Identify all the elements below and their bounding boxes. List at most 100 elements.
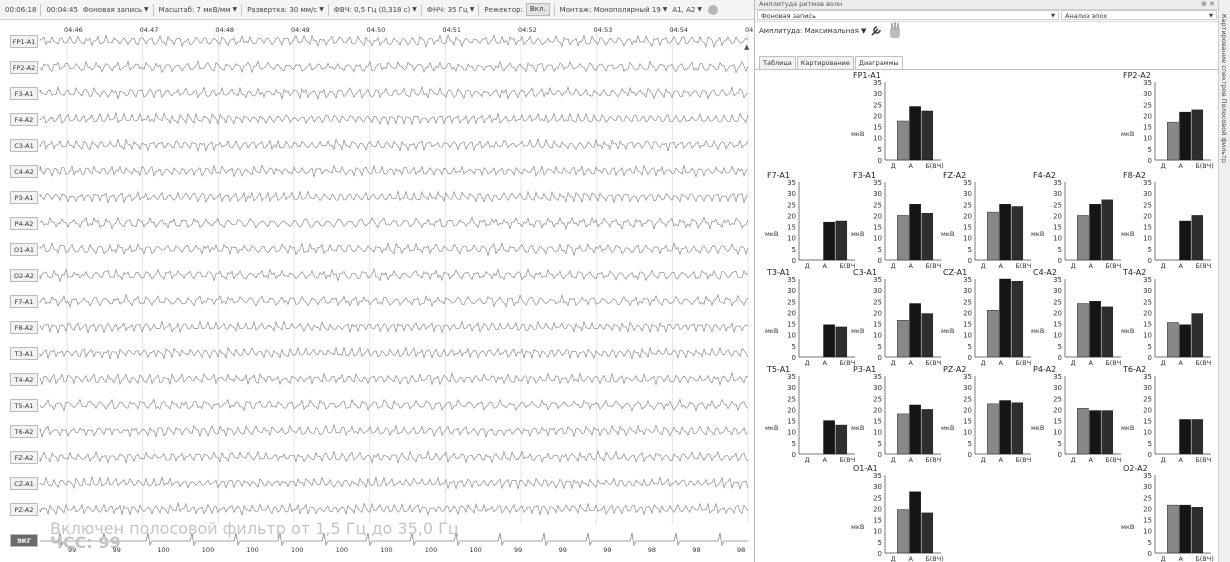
channel-label[interactable]: P3-A1 xyxy=(10,191,38,204)
channel-label[interactable]: T6-A2 xyxy=(10,425,38,438)
channel-label[interactable]: T5-A1 xyxy=(10,399,38,412)
channel-label[interactable]: CZ-A1 xyxy=(10,477,38,490)
amplitude-bar xyxy=(897,120,909,161)
eeg-view[interactable]: FP1-A1 FP2-A2 F3-A1 F4-A2 C3-A1 C4-A2 P3-A1 P4-… xyxy=(0,19,764,562)
analysis-select[interactable]: Анализ эпох ▼ xyxy=(1061,10,1217,20)
y-tick-label: 10 xyxy=(787,429,796,437)
side-panel-strip[interactable]: Картирование спектров Полосовой фильтр xyxy=(1218,0,1230,562)
channel-label[interactable]: T4-A2 xyxy=(10,373,38,386)
y-tick-label: 20 xyxy=(873,505,882,513)
amplitude-bar xyxy=(1191,109,1204,161)
y-tick-label: 15 xyxy=(873,517,882,525)
x-tick-label: Б(ВЧ xyxy=(925,456,941,464)
scroll-arrow-icon[interactable]: ▲ xyxy=(744,43,750,51)
eeg-trace xyxy=(39,111,749,126)
scale-dropdown[interactable]: Масштаб: 7 мкВ/мм ▼ xyxy=(159,6,237,14)
y-tick-label: 25 xyxy=(787,201,796,209)
record-indicator-icon[interactable] xyxy=(707,4,718,15)
reference-dropdown[interactable]: A1, A2 ▼ xyxy=(672,6,702,14)
amplitude-bar xyxy=(921,409,934,455)
x-tick-label: А xyxy=(1179,162,1184,170)
filter-note: Включен полосовой фильтр от 1,5 Гц до 35… xyxy=(50,519,459,538)
y-tick-label: 25 xyxy=(873,494,882,502)
amplitude-bar xyxy=(835,326,848,358)
y-tick-label: 20 xyxy=(873,112,882,120)
y-tick-label: 20 xyxy=(787,406,796,414)
channel-label[interactable]: O2-A2 xyxy=(10,269,38,282)
y-tick-label: 0 xyxy=(878,354,882,362)
y-tick-label: 35 xyxy=(963,179,972,187)
ecg-label[interactable]: ЭКГ xyxy=(10,534,38,547)
montage-dropdown[interactable]: Монтаж: Монополярный 19 ▼ xyxy=(560,6,668,14)
eeg-trace xyxy=(39,449,749,464)
y-tick-label: 35 xyxy=(873,79,882,87)
eeg-trace xyxy=(39,164,749,178)
hpf-dropdown[interactable]: ФВЧ: 0,5 Гц (0,318 с) ▼ xyxy=(334,6,417,14)
x-tick-label: Б(ВЧ xyxy=(1105,456,1121,464)
amplitude-dropdown[interactable]: Амплитуда: Максимальная ▼ xyxy=(759,27,867,35)
record-mode-dropdown[interactable]: Фоновая запись ▼ xyxy=(83,6,149,14)
y-tick-label: 25 xyxy=(873,395,882,403)
x-tick-label: Д xyxy=(1161,162,1166,170)
y-axis-label: мкВ xyxy=(765,327,778,335)
x-tick-label: Д xyxy=(981,359,986,367)
y-tick-label: 20 xyxy=(963,309,972,317)
panel-window-controls[interactable]: ⊕ ✕ xyxy=(1201,0,1215,8)
channel-label[interactable]: F3-A1 xyxy=(10,87,38,100)
y-axis-label: мкВ xyxy=(941,327,954,335)
y-tick-label: 15 xyxy=(963,321,972,329)
channel-label[interactable]: F8-A2 xyxy=(10,321,38,334)
heart-rate-value: 98 xyxy=(692,546,701,554)
chart-title: FZ-A2 xyxy=(943,171,966,180)
eeg-trace xyxy=(39,371,749,387)
chart-title: F8-A2 xyxy=(1123,171,1146,180)
channel-label[interactable]: FP2-A2 xyxy=(10,61,38,74)
wrench-icon[interactable] xyxy=(869,24,883,38)
notch-toggle-button[interactable]: Вкл. xyxy=(525,3,550,16)
amplitude-bar xyxy=(1179,220,1191,261)
x-tick-label: А xyxy=(1089,262,1094,270)
eeg-traces[interactable] xyxy=(0,19,752,562)
amplitude-bar xyxy=(987,309,999,358)
heart-rate-value: 100 xyxy=(335,546,349,554)
channel-label[interactable]: T3-A1 xyxy=(10,347,38,360)
chevron-down-icon: ▼ xyxy=(662,6,668,13)
y-tick-label: 25 xyxy=(873,101,882,109)
hand-icon[interactable] xyxy=(887,22,903,40)
y-tick-label: 5 xyxy=(968,440,972,448)
channel-label[interactable]: O1-A1 xyxy=(10,243,38,256)
chart-title: PZ-A2 xyxy=(943,365,966,374)
channel-label[interactable]: F7-A1 xyxy=(10,295,38,308)
channel-label[interactable]: F4-A2 xyxy=(10,113,38,126)
amplitude-bar xyxy=(1191,507,1204,554)
y-axis-label: мкВ xyxy=(1121,130,1134,138)
record-select[interactable]: Фоновая запись ▼ xyxy=(757,10,1059,20)
y-tick-label: 30 xyxy=(873,483,882,491)
tab-diagrams[interactable]: Диаграммы xyxy=(854,56,903,70)
channel-label[interactable]: C4-A2 xyxy=(10,165,38,178)
channel-label[interactable]: C3-A1 xyxy=(10,139,38,152)
channel-label[interactable]: FP1-A1 xyxy=(10,35,38,48)
x-tick-label: А xyxy=(823,359,828,367)
x-tick-label: Б(ВЧ xyxy=(925,359,941,367)
chart-title: T5-A1 xyxy=(766,365,790,374)
sweep-dropdown[interactable]: Развертка: 30 мм/с ▼ xyxy=(247,6,324,14)
lpf-dropdown[interactable]: ФНЧ: 35 Гц ▼ xyxy=(427,6,474,14)
y-tick-label: 25 xyxy=(1053,201,1062,209)
y-tick-label: 30 xyxy=(787,287,796,295)
chevron-down-icon: ▼ xyxy=(319,6,324,13)
y-tick-label: 15 xyxy=(1053,418,1062,426)
y-tick-label: 30 xyxy=(1143,384,1152,392)
y-tick-label: 25 xyxy=(963,395,972,403)
tab-table[interactable]: Таблица xyxy=(759,56,796,69)
tab-mapping[interactable]: Картирование xyxy=(796,56,854,69)
y-tick-label: 35 xyxy=(1143,79,1152,87)
elapsed-time: 00:06:18 xyxy=(5,5,37,14)
y-tick-label: 35 xyxy=(963,276,972,284)
channel-label[interactable]: FZ-A2 xyxy=(10,451,38,464)
y-tick-label: 35 xyxy=(787,276,796,284)
channel-label[interactable]: PZ-A2 xyxy=(10,503,38,516)
channel-label[interactable]: P4-A2 xyxy=(10,217,38,230)
y-tick-label: 15 xyxy=(1143,517,1152,525)
y-tick-label: 30 xyxy=(1143,483,1152,491)
